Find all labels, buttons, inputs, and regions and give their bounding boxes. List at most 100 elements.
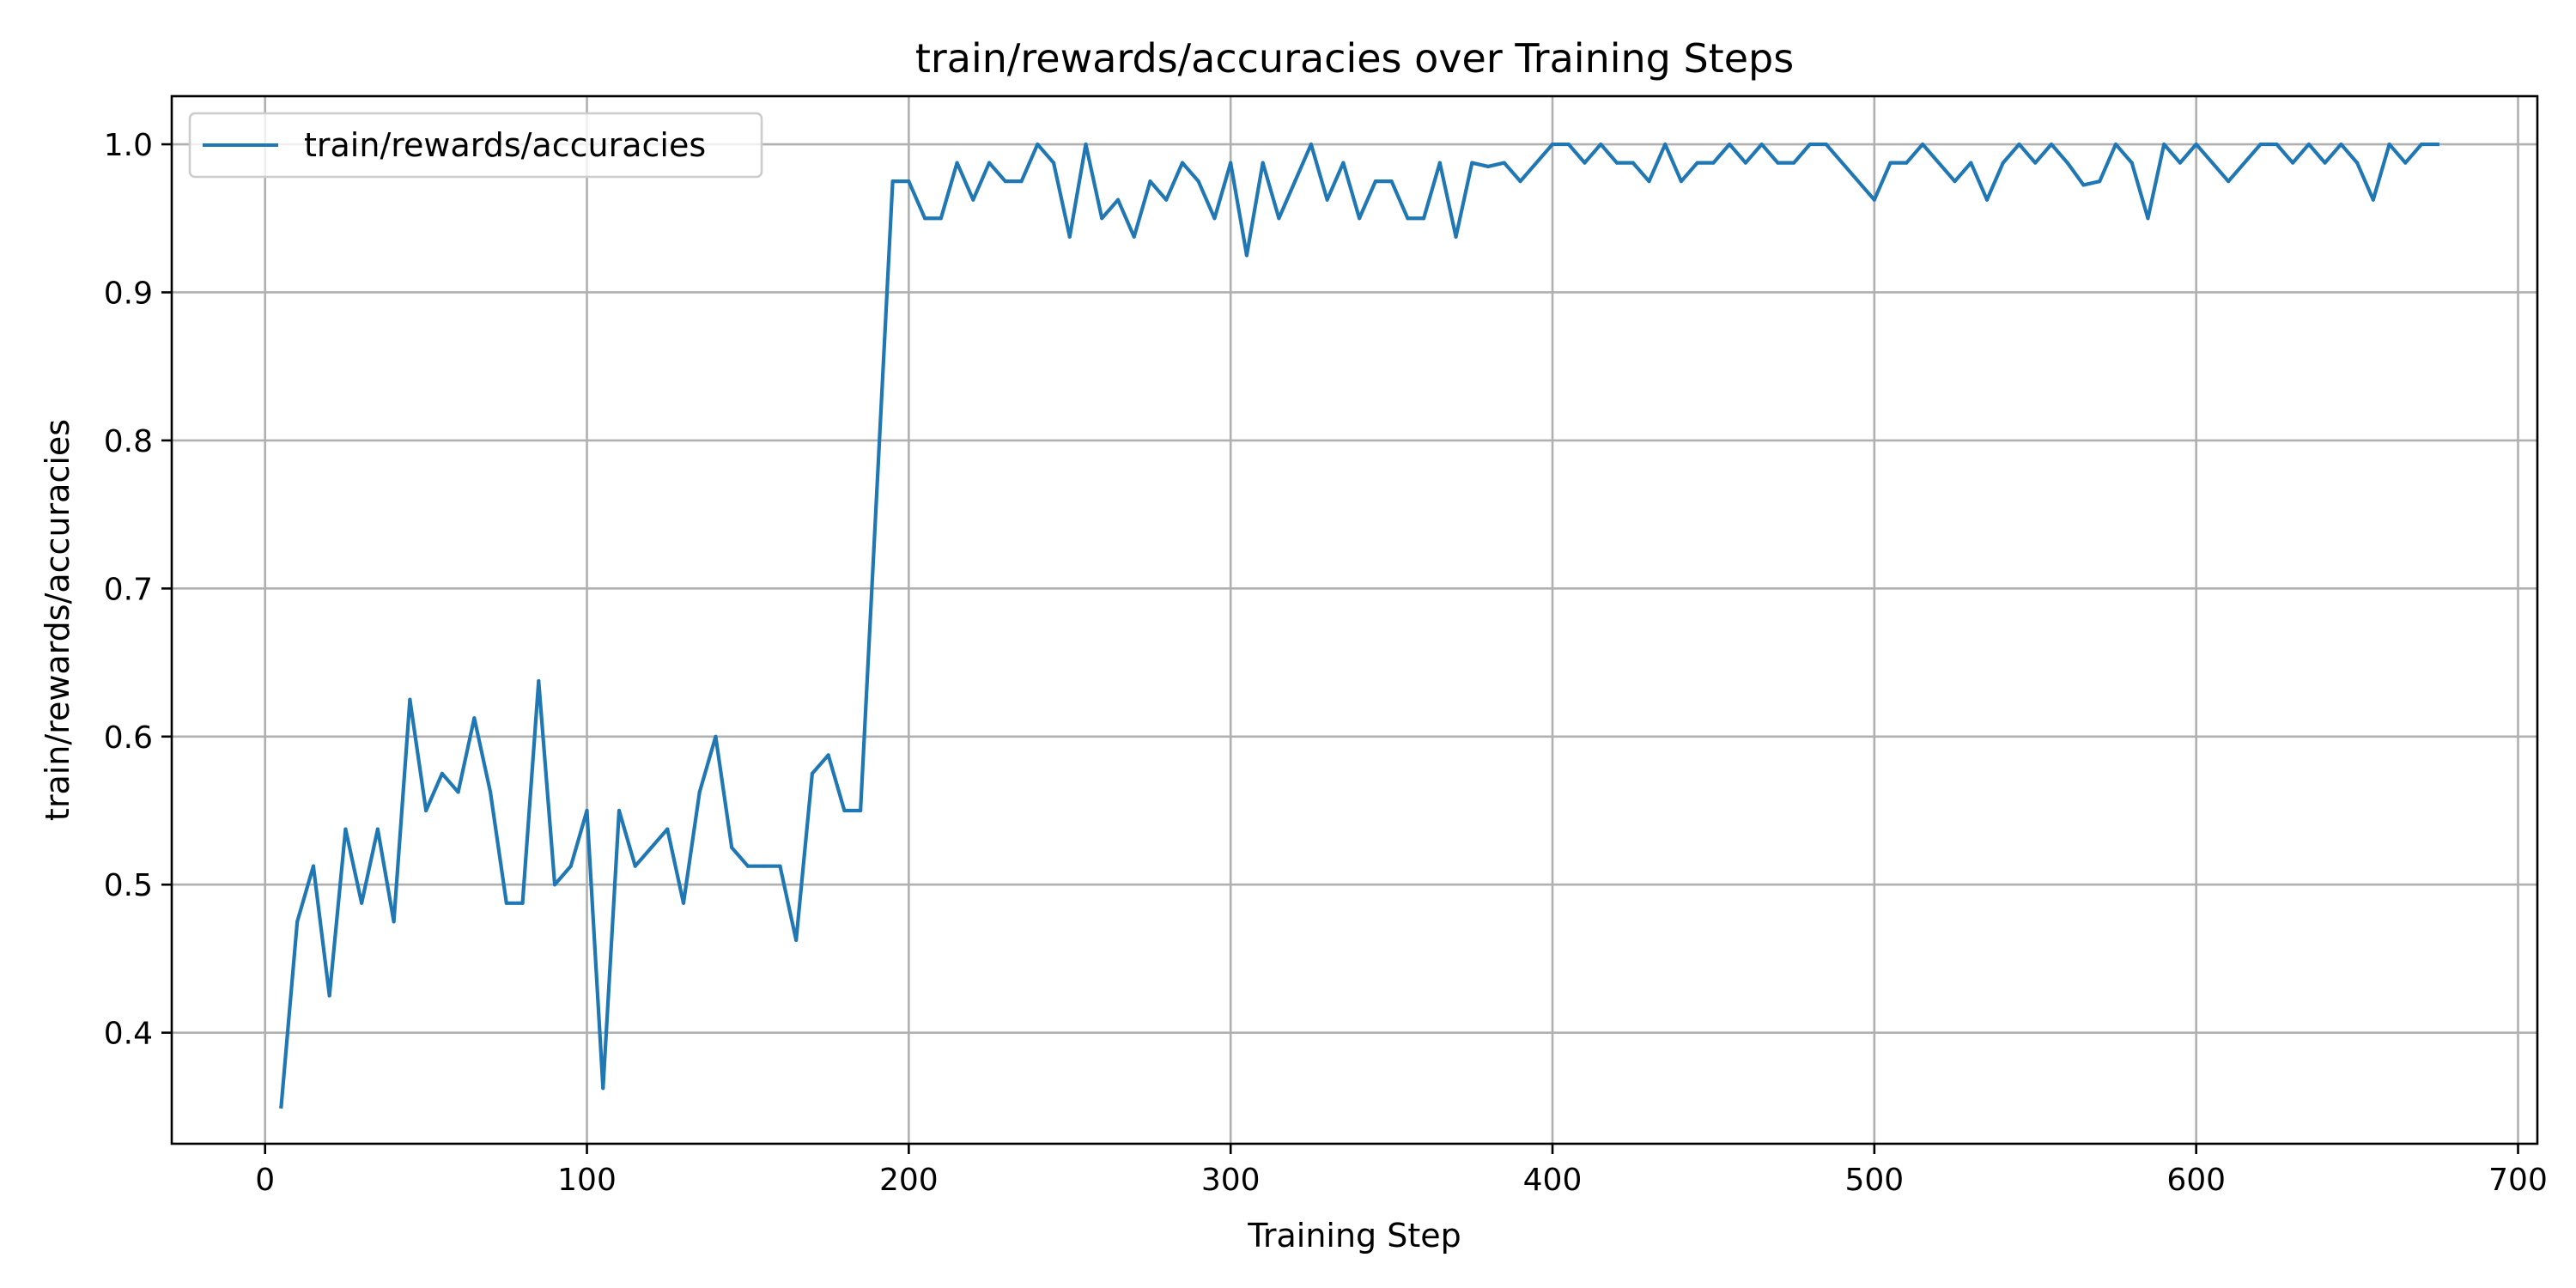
data-point <box>1470 161 1474 165</box>
data-point <box>1566 142 1571 147</box>
data-point <box>1631 161 1635 165</box>
data-point <box>907 179 911 184</box>
data-point <box>311 864 316 868</box>
data-point <box>2081 183 2086 187</box>
data-point <box>279 1104 283 1109</box>
data-point <box>456 790 460 794</box>
data-point <box>890 179 895 184</box>
data-point <box>472 716 477 720</box>
data-point <box>1953 179 1957 184</box>
x-tick-label: 100 <box>557 1163 617 1198</box>
y-tick-label: 0.8 <box>104 424 153 459</box>
data-point <box>552 883 557 887</box>
data-point <box>939 216 943 221</box>
data-point <box>1502 161 1506 165</box>
data-point <box>1421 216 1426 221</box>
data-point <box>2419 142 2424 147</box>
data-point <box>1229 161 1233 165</box>
data-point <box>681 901 686 905</box>
data-point <box>2355 161 2360 165</box>
data-point <box>392 920 396 924</box>
legend-box <box>188 112 763 179</box>
data-point <box>1728 142 1732 147</box>
data-point <box>2178 161 2183 165</box>
data-point <box>1647 179 1651 184</box>
x-tick-label: 300 <box>1201 1163 1261 1198</box>
data-point <box>762 864 766 868</box>
data-point <box>2323 161 2327 165</box>
data-point <box>633 864 637 868</box>
data-point <box>440 771 444 776</box>
data-point <box>649 846 653 850</box>
x-tick-label: 200 <box>879 1163 939 1198</box>
data-point <box>1920 142 1925 147</box>
data-point <box>730 846 734 850</box>
y-tick-label: 0.7 <box>104 572 153 607</box>
data-point <box>1100 216 1104 221</box>
data-point <box>1969 161 1973 165</box>
legend: train/rewards/accuracies <box>188 112 763 179</box>
data-point <box>2339 142 2343 147</box>
data-point <box>2001 161 2005 165</box>
data-point <box>1196 179 1200 184</box>
x-tick-label: 400 <box>1523 1163 1583 1198</box>
data-point <box>1277 216 1281 221</box>
data-point <box>778 864 782 868</box>
data-point <box>1036 142 1040 147</box>
data-point <box>1614 161 1619 165</box>
data-point <box>1164 197 1169 202</box>
data-point <box>1759 142 1764 147</box>
data-point <box>1711 161 1716 165</box>
data-point <box>1984 197 1990 202</box>
data-point <box>424 808 428 813</box>
data-point <box>601 1086 605 1091</box>
axis-ticks: 0 100 200 300 400 500 600 700 0.4 0.5 0.6 0.7 0.8 0.9… <box>104 128 2548 1198</box>
data-point <box>1824 142 1828 147</box>
data-point <box>1679 179 1684 184</box>
data-point <box>1325 197 1329 202</box>
data-point <box>1051 161 1056 165</box>
plot-frame <box>170 94 2539 1145</box>
data-point <box>826 753 830 757</box>
data-point <box>1485 164 1491 169</box>
chart-title: train/rewards/accuracies over Training S… <box>915 35 1794 82</box>
data-point <box>1148 179 1152 184</box>
data-point <box>2098 179 2102 184</box>
data-point <box>1019 179 1024 184</box>
data-point <box>2129 161 2134 165</box>
data-point <box>520 901 525 905</box>
data-point <box>2306 142 2311 147</box>
data-point <box>1454 234 1458 239</box>
data-point <box>617 808 622 813</box>
data-point <box>585 808 589 813</box>
data-point <box>1905 161 1909 165</box>
data-point <box>2017 142 2021 147</box>
data-point <box>1180 161 1185 165</box>
y-tick-label: 1.0 <box>104 128 153 163</box>
series-layer <box>279 142 2439 1109</box>
data-point <box>488 790 493 794</box>
x-tick-label: 600 <box>2166 1163 2226 1198</box>
data-point <box>2049 142 2054 147</box>
data-point <box>1212 216 1217 221</box>
y-tick-label: 0.9 <box>104 276 153 311</box>
data-point <box>859 808 863 813</box>
data-point <box>1695 161 1699 165</box>
data-point <box>1743 161 1748 165</box>
data-point <box>2403 161 2408 165</box>
data-point <box>2258 142 2263 147</box>
data-point <box>1807 142 1812 147</box>
data-point <box>1389 179 1394 184</box>
data-point <box>2194 142 2198 147</box>
data-point <box>1067 234 1072 239</box>
y-axis-label: train/rewards/accuracies <box>39 419 76 821</box>
data-point <box>1872 197 1876 202</box>
data-point <box>1776 161 1780 165</box>
data-point <box>327 993 331 998</box>
data-point <box>2227 179 2231 184</box>
data-point <box>1261 161 1265 165</box>
data-point <box>1003 179 1007 184</box>
data-point <box>2146 216 2150 221</box>
data-point <box>714 734 718 738</box>
